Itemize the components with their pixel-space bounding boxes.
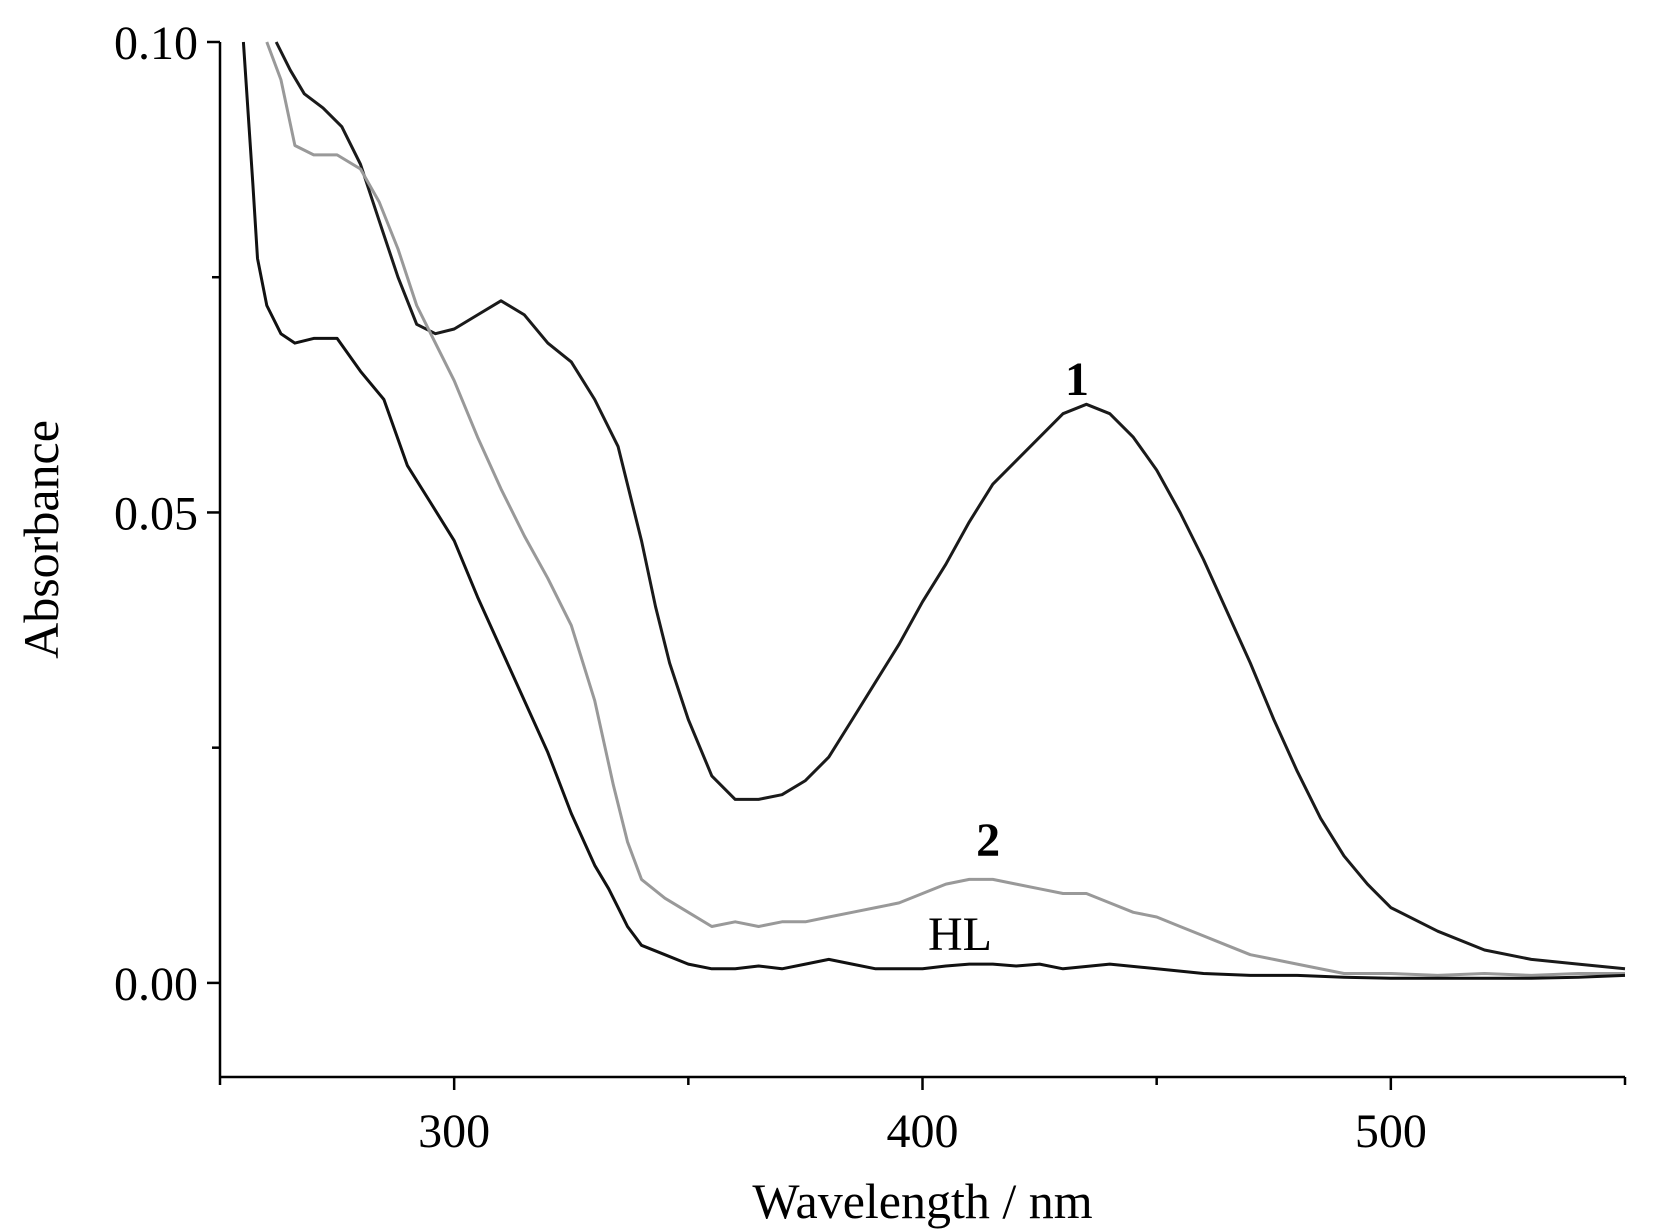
series-line-3 (241, 41, 1626, 980)
x-tick-label: 500 (1355, 1105, 1427, 1158)
series-label-3: HL (928, 908, 992, 961)
y-axis-title: Absorbance (13, 420, 69, 659)
ticks-layer: 300 400 500 0.00 0.05 0.10 (114, 17, 1627, 1158)
series-line-2 (265, 41, 1625, 977)
axes-layer (218, 42, 1625, 1079)
x-tick-label: 300 (418, 1105, 490, 1158)
y-tick-label: 0.05 (114, 487, 198, 540)
x-axis-title: Wavelength / nm (752, 1173, 1092, 1229)
y-tick-label: 0.10 (114, 17, 198, 70)
series-line-1 (274, 41, 1626, 971)
x-tick-label: 400 (887, 1105, 959, 1158)
series-labels: 1 2 HL (928, 353, 1089, 961)
y-tick-label: 0.00 (114, 958, 198, 1011)
series-label-1: 1 (1065, 353, 1089, 406)
series-layer (241, 41, 1626, 980)
series-label-2: 2 (976, 814, 1000, 867)
